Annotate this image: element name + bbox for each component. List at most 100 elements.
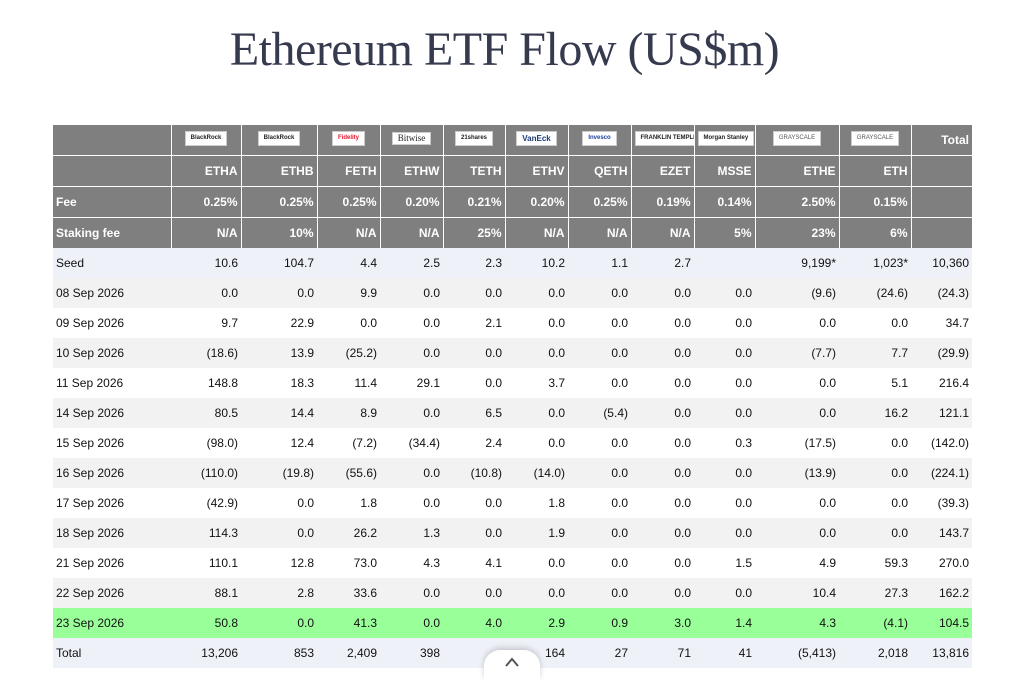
seed-row: Seed 10.6 104.7 4.4 2.5 2.3 10.2 1.1 2.7 9,199* 1,… bbox=[53, 248, 972, 278]
flow-cell: 0.0 bbox=[548, 436, 565, 450]
fund-ticker: ETHB bbox=[240, 155, 317, 187]
fund-logo: VanEck bbox=[516, 131, 557, 146]
flow-cell: (4.1) bbox=[839, 608, 911, 638]
flow-cell: 0.0 bbox=[380, 458, 443, 488]
fund-logo: Invesco bbox=[582, 131, 617, 146]
fund-logo-cell: Morgan Stanley bbox=[693, 125, 755, 156]
flow-cell: 2.4 bbox=[485, 436, 502, 450]
flow-cell: (17.5) bbox=[804, 436, 836, 450]
etf-flow-table: BlackRock BlackRock Fidelity Bitwise 21share… bbox=[53, 125, 972, 668]
flow-cell: 114.3 bbox=[171, 518, 241, 548]
table-row: 22 Sep 2026 88.1 2.8 33.6 0.0 0.0 0.0 0.0 0.0 0.0… bbox=[53, 578, 972, 608]
flow-cell: 10.4 bbox=[755, 578, 839, 608]
flow-cell: 0.0 bbox=[694, 578, 755, 608]
flow-cell: 0.0 bbox=[485, 496, 502, 510]
flow-cell: 110.1 bbox=[208, 556, 238, 570]
row-label: Total bbox=[53, 638, 171, 668]
flow-cell: (224.1) bbox=[911, 458, 972, 488]
fund-fee: 0.15% bbox=[838, 186, 911, 218]
fund-ticker: EZET bbox=[630, 155, 694, 187]
flow-cell: 0.0 bbox=[380, 338, 443, 368]
flow-cell: 11.4 bbox=[354, 376, 377, 390]
row-label: 17 Sep 2026 bbox=[56, 496, 125, 510]
flow-cell: 0.0 bbox=[611, 436, 628, 450]
flow-cell: 26.2 bbox=[317, 518, 380, 548]
flow-cell: 10,360 bbox=[911, 248, 972, 278]
fee-row: Fee 0.25% 0.25% 0.25% 0.20% 0.21% 0.20% 0.25% 0.… bbox=[53, 186, 972, 218]
fund-logo-cell: 21shares bbox=[442, 125, 505, 156]
flow-cell: 0.0 bbox=[568, 338, 631, 368]
table-row: 11 Sep 2026 148.8 18.3 11.4 29.1 0.0 3.7 0.0 0.0… bbox=[53, 368, 972, 398]
flow-cell: 0.0 bbox=[241, 518, 317, 548]
flow-cell: 143.7 bbox=[911, 518, 972, 548]
flow-cell: 0.0 bbox=[694, 398, 755, 428]
flow-cell: 13,206 bbox=[171, 638, 241, 668]
flow-cell: 0.3 bbox=[735, 436, 752, 450]
flow-cell: 2.9 bbox=[505, 608, 568, 638]
fund-logo-cell: Bitwise bbox=[379, 125, 443, 156]
flow-cell: 2.8 bbox=[241, 578, 317, 608]
flow-cell: 3.7 bbox=[548, 376, 565, 390]
flow-cell: 0.0 bbox=[297, 496, 314, 510]
table-row: 10 Sep 2026 (18.6) 13.9 (25.2) 0.0 0.0 0.0 0.0 0… bbox=[53, 338, 972, 368]
fund-fee: 0.19% bbox=[630, 186, 694, 218]
row-label: 14 Sep 2026 bbox=[53, 398, 171, 428]
flow-cell: 73.0 bbox=[353, 556, 377, 570]
flow-cell: 41 bbox=[694, 638, 755, 668]
flow-cell: 0.0 bbox=[171, 278, 241, 308]
flow-cell: 2.7 bbox=[631, 248, 694, 278]
flow-cell: 0.0 bbox=[423, 316, 440, 330]
fund-ticker: QETH bbox=[567, 155, 631, 187]
flow-cell: (110.0) bbox=[171, 458, 241, 488]
header-blank bbox=[910, 155, 972, 187]
flow-cell: (5,413) bbox=[755, 638, 839, 668]
flow-cell: 121.1 bbox=[911, 398, 972, 428]
flow-cell: 0.0 bbox=[568, 578, 631, 608]
flow-cell: 0.0 bbox=[611, 496, 628, 510]
flow-cell: (14.0) bbox=[505, 458, 568, 488]
flow-cell: 0.0 bbox=[694, 278, 755, 308]
flow-cell: 9,199* bbox=[755, 248, 839, 278]
flow-cell: 0.0 bbox=[819, 376, 836, 390]
flow-cell: 0.0 bbox=[380, 278, 443, 308]
fund-staking: 10% bbox=[240, 217, 317, 248]
flow-cell: (142.0) bbox=[930, 436, 969, 450]
fund-logo: Bitwise bbox=[391, 132, 432, 145]
flow-cell: 0.0 bbox=[505, 398, 568, 428]
flow-cell: (24.6) bbox=[839, 278, 911, 308]
flow-cell: 0.0 bbox=[485, 376, 502, 390]
fund-fee: 0.20% bbox=[379, 186, 443, 218]
flow-cell: 7.7 bbox=[839, 338, 911, 368]
header-corner bbox=[53, 125, 171, 156]
flow-cell: 8.9 bbox=[317, 398, 380, 428]
row-label: 08 Sep 2026 bbox=[53, 278, 171, 308]
table-row: 08 Sep 2026 0.0 0.0 9.9 0.0 0.0 0.0 0.0 0.0 0.0 (9… bbox=[53, 278, 972, 308]
flow-cell: 0.0 bbox=[611, 556, 628, 570]
fund-logo-cell: BlackRock bbox=[170, 125, 241, 156]
fund-fee: 0.25% bbox=[316, 186, 380, 218]
flow-cell: 0.0 bbox=[891, 316, 908, 330]
flow-cell: 2.5 bbox=[380, 248, 443, 278]
flow-cell: (5.4) bbox=[568, 398, 631, 428]
flow-cell: 0.0 bbox=[694, 458, 755, 488]
fund-ticker: ETHV bbox=[504, 155, 568, 187]
fund-fee: 0.14% bbox=[693, 186, 755, 218]
fund-logo: BlackRock bbox=[184, 131, 228, 146]
scroll-to-top-button[interactable] bbox=[484, 650, 540, 680]
fund-logo: Morgan Stanley bbox=[697, 131, 755, 146]
flow-cell: 29.1 bbox=[416, 376, 440, 390]
fund-logo: GRAYSCALE bbox=[850, 131, 900, 146]
flow-cell: 0.0 bbox=[735, 316, 752, 330]
row-label: 15 Sep 2026 bbox=[56, 436, 125, 450]
flow-cell: 0.0 bbox=[891, 436, 908, 450]
flow-cell: (42.9) bbox=[206, 496, 238, 510]
fund-staking: N/A bbox=[630, 217, 694, 248]
flow-cell: 1.9 bbox=[505, 518, 568, 548]
fund-logo: FRANKLIN TEMPLETON bbox=[634, 131, 694, 146]
flow-cell: (7.7) bbox=[755, 338, 839, 368]
fund-logo-cell: GRAYSCALE bbox=[838, 125, 911, 156]
flow-cell: 0.0 bbox=[631, 338, 694, 368]
flow-cell: (34.4) bbox=[408, 436, 440, 450]
flow-cell: 1,023* bbox=[839, 248, 911, 278]
table-row: 16 Sep 2026 (110.0) (19.8) (55.6) 0.0 (10.8)(… bbox=[53, 458, 972, 488]
